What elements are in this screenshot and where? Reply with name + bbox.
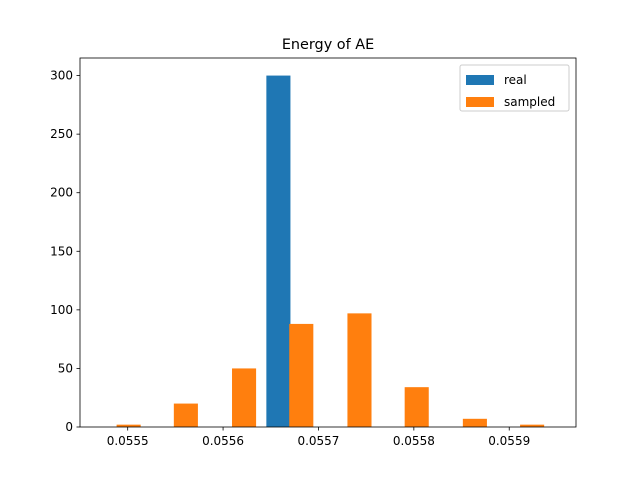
bars-layer: [116, 75, 545, 427]
bar-real-0: [266, 75, 291, 427]
x-tick-label: 0.0555: [107, 434, 149, 448]
y-tick-label: 0: [65, 420, 73, 434]
legend-swatch-sampled: [466, 97, 494, 107]
x-tick-label: 0.0557: [297, 434, 339, 448]
y-tick-label: 150: [50, 244, 73, 258]
bar-sampled-7: [520, 424, 545, 427]
axes-layer: 0.0555 0.0556 0.0557 0.0558 0.0559 0 50 100 150 2…: [50, 57, 577, 448]
bar-sampled-1: [173, 403, 198, 427]
x-tick-label: 0.0559: [488, 434, 530, 448]
x-tick-label: 0.0558: [393, 434, 435, 448]
y-tick-label: 50: [58, 361, 73, 375]
bar-sampled-6: [462, 418, 487, 427]
legend-label-real: real: [504, 73, 527, 87]
chart-title: Energy of AE: [282, 37, 374, 53]
legend: real sampled: [459, 64, 570, 112]
y-tick-label: 300: [50, 69, 73, 83]
bar-sampled-4: [347, 313, 372, 427]
bar-sampled-0: [116, 424, 141, 427]
plot-frame: [79, 57, 577, 428]
bar-sampled-5: [404, 387, 429, 427]
legend-label-sampled: sampled: [504, 95, 555, 109]
x-tick-label: 0.0556: [202, 434, 244, 448]
y-tick-label: 100: [50, 303, 73, 317]
y-tick-label: 200: [50, 186, 73, 200]
bar-sampled-2: [232, 368, 257, 427]
y-tick-label: 250: [50, 127, 73, 141]
legend-swatch-real: [466, 75, 494, 85]
bar-sampled-3: [289, 323, 314, 427]
